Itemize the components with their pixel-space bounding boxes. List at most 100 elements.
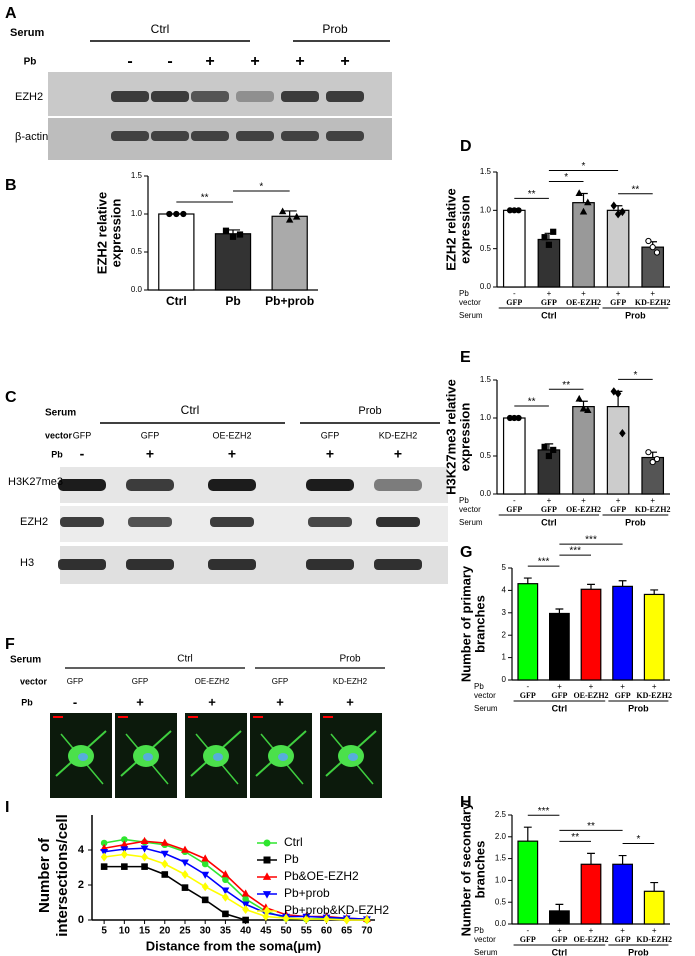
marker bbox=[541, 234, 548, 241]
band bbox=[306, 479, 354, 491]
pb-sign: + bbox=[547, 289, 552, 298]
label: KD-EZH2 bbox=[333, 677, 368, 686]
y-tick-label: 1.0 bbox=[131, 209, 143, 218]
label: + bbox=[295, 53, 304, 70]
error-bar bbox=[587, 852, 595, 865]
x-tick-label: GFP bbox=[541, 298, 557, 307]
y-tick-label: 0.0 bbox=[131, 285, 143, 294]
y-tick-label: 1.0 bbox=[480, 413, 492, 422]
axis-title: Number of primary bbox=[458, 565, 473, 682]
significance-label: * bbox=[259, 182, 263, 193]
x-tick-label: 40 bbox=[240, 926, 252, 937]
marker bbox=[222, 876, 229, 884]
label: GFP bbox=[141, 430, 160, 440]
band bbox=[374, 559, 422, 570]
marker bbox=[141, 852, 148, 862]
marker bbox=[263, 906, 271, 916]
band bbox=[236, 91, 274, 102]
marker bbox=[201, 860, 209, 868]
pb-sign: + bbox=[589, 682, 594, 691]
bar bbox=[271, 215, 308, 291]
band bbox=[128, 517, 172, 527]
bar bbox=[502, 209, 526, 288]
x-tick-label: GFP bbox=[610, 505, 626, 514]
label: - bbox=[80, 446, 85, 462]
label: + bbox=[326, 446, 334, 462]
row-label: vector bbox=[459, 298, 481, 307]
label: EZH2 bbox=[15, 91, 43, 103]
marker bbox=[619, 428, 626, 438]
y-tick-label: 0 bbox=[502, 675, 507, 684]
y-tick-label: 2 bbox=[78, 879, 84, 891]
bar bbox=[572, 406, 595, 495]
x-tick-label: 5 bbox=[101, 926, 107, 937]
x-tick-label: GFP bbox=[520, 935, 536, 944]
axis-title: Number of bbox=[36, 837, 53, 913]
label: GFP bbox=[67, 677, 83, 686]
panel-letter: F bbox=[5, 636, 15, 653]
label: + bbox=[276, 694, 284, 709]
label: Pb bbox=[21, 697, 33, 707]
label: H3 bbox=[20, 557, 34, 569]
axis-title: branches bbox=[472, 595, 487, 653]
x-tick-label: 60 bbox=[321, 926, 333, 937]
bar bbox=[606, 209, 630, 288]
x-tick-label: KD-EZH2 bbox=[635, 298, 671, 307]
panel-letter: G bbox=[460, 544, 472, 561]
marker bbox=[120, 849, 128, 859]
marker bbox=[584, 198, 592, 206]
marker bbox=[221, 887, 230, 895]
significance-label: * bbox=[636, 834, 640, 845]
y-tick-label: 0.0 bbox=[480, 282, 492, 291]
x-tick-label: OE-EZH2 bbox=[573, 691, 608, 700]
label: + bbox=[346, 694, 354, 709]
y-tick-label: 0.5 bbox=[480, 451, 492, 460]
x-tick-label: KD-EZH2 bbox=[636, 691, 672, 700]
label: Serum bbox=[10, 655, 41, 666]
x-tick-label: 30 bbox=[200, 926, 212, 937]
row-label: vector bbox=[474, 691, 496, 700]
marker bbox=[645, 237, 652, 245]
marker bbox=[545, 452, 552, 460]
bar bbox=[606, 406, 630, 495]
significance-label: ** bbox=[587, 821, 595, 832]
x-tick-label: 65 bbox=[341, 926, 353, 937]
bar bbox=[572, 202, 595, 288]
marker bbox=[579, 404, 588, 412]
y-tick-label: 4 bbox=[502, 586, 507, 595]
x-tick-label: GFP bbox=[541, 505, 557, 514]
label: GFP bbox=[73, 430, 92, 440]
x-tick-label: 70 bbox=[361, 926, 373, 937]
row-label: vector bbox=[459, 505, 481, 514]
legend-label: Pb&OE-EZH2 bbox=[284, 869, 359, 883]
nucleus bbox=[213, 753, 223, 761]
x-tick-label: GFP bbox=[610, 298, 626, 307]
x-tick-label: GFP bbox=[506, 505, 522, 514]
band bbox=[111, 91, 149, 102]
x-tick-label: Pb+prob bbox=[265, 294, 314, 308]
pb-sign: + bbox=[652, 682, 657, 691]
label: Prob bbox=[358, 405, 381, 417]
band bbox=[281, 91, 319, 102]
x-tick-label: 55 bbox=[301, 926, 313, 937]
x-tick-label: OE-EZH2 bbox=[573, 935, 608, 944]
marker bbox=[550, 446, 557, 454]
label: + bbox=[208, 694, 216, 709]
x-tick-label: OE-EZH2 bbox=[566, 505, 601, 514]
pb-sign: + bbox=[620, 682, 625, 691]
x-tick-label: 15 bbox=[139, 926, 151, 937]
row-label: Serum bbox=[459, 518, 483, 527]
marker bbox=[241, 901, 250, 909]
band bbox=[191, 91, 229, 102]
marker bbox=[545, 241, 552, 248]
axis-title: Number of secondary bbox=[458, 802, 473, 936]
y-tick-label: 0 bbox=[78, 914, 84, 926]
row-label: vector bbox=[474, 935, 496, 944]
marker bbox=[181, 884, 189, 891]
nucleus bbox=[143, 753, 153, 761]
pb-sign: - bbox=[526, 682, 529, 691]
significance-label: * bbox=[582, 161, 586, 172]
label: Serum bbox=[10, 27, 44, 39]
marker bbox=[619, 207, 626, 217]
